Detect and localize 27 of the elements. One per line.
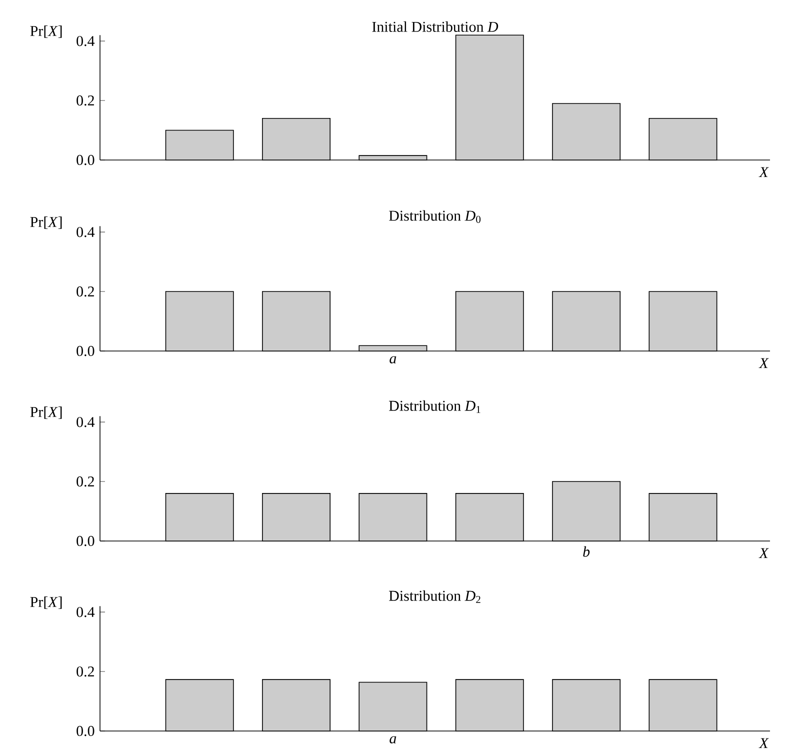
y-tick-label: 0.0 <box>76 726 94 736</box>
x-axis-title: X <box>758 167 769 178</box>
y-tick-label: 0.4 <box>76 226 95 238</box>
y-tick-label: 0.0 <box>76 346 94 356</box>
y-tick-label: 0.4 <box>76 36 95 46</box>
y-tick-label: 0.2 <box>76 95 94 106</box>
y-axis-title: Pr[X] <box>30 406 62 419</box>
y-tick-label: 0.2 <box>76 476 94 487</box>
y-axis-title: Pr[X] <box>30 596 62 609</box>
chart-title: Distribution D$_{1}$ <box>389 400 480 413</box>
y-tick-label: 0.4 <box>76 416 95 428</box>
chart-title: Distribution D$_{2}$ <box>389 590 480 603</box>
y-axis-title: Pr[X] <box>30 216 62 229</box>
y-axis-title: Pr[X] <box>30 26 62 38</box>
y-tick-label: 0.0 <box>76 154 94 166</box>
x-tick-label: a <box>390 356 396 364</box>
y-tick-label: 0.4 <box>76 606 95 618</box>
x-tick-label: a <box>390 736 396 744</box>
chart-title: Initial Distribution D <box>372 21 498 32</box>
x-axis-title: X <box>758 738 769 748</box>
x-axis-title: X <box>758 548 769 558</box>
x-tick-label: b <box>583 546 590 557</box>
y-tick-label: 0.0 <box>76 536 94 546</box>
y-tick-label: 0.2 <box>76 286 94 297</box>
x-axis-title: X <box>758 358 769 368</box>
y-tick-label: 0.2 <box>76 666 94 677</box>
chart-title: Distribution D$_{0}$ <box>389 210 481 223</box>
